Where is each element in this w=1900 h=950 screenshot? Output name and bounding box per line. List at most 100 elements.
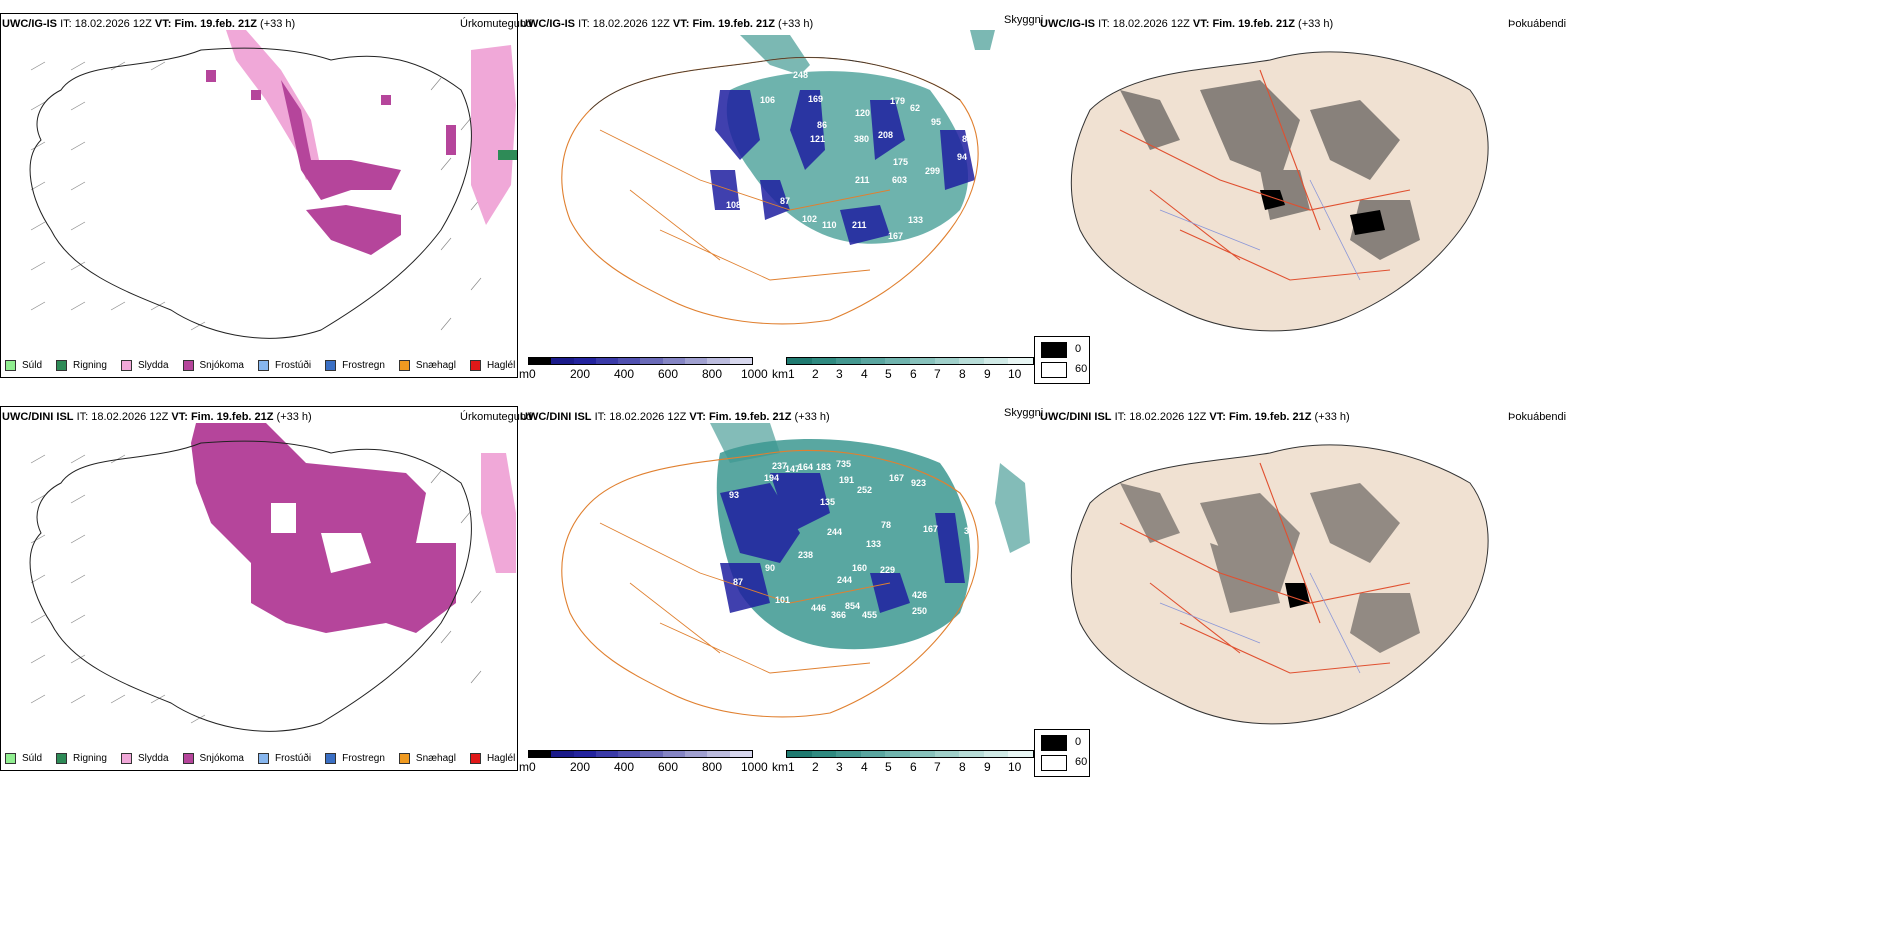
visibility-tick: 9	[984, 367, 991, 381]
cbar-cell	[685, 751, 708, 757]
ceiling-label: 175	[893, 157, 909, 167]
fog-legend-bottom: 0 60	[1034, 729, 1090, 777]
visibility-tick: 7	[934, 367, 941, 381]
fog-map-top	[1070, 51, 1489, 332]
legend-item: Slydda	[120, 753, 169, 764]
fog-swatch	[1041, 735, 1067, 751]
legend-swatch	[56, 753, 68, 764]
ceiling-label: 211	[852, 220, 867, 230]
legend-item: Rigning	[56, 360, 107, 371]
legend-item: Súld	[5, 753, 42, 764]
ceiling-tick: 1000	[741, 367, 768, 381]
ceiling-label: 93	[729, 490, 740, 500]
visibility-tick: 10	[1008, 760, 1022, 774]
visibility-tick: 5	[885, 367, 892, 381]
ceiling-label: 735	[836, 459, 852, 469]
fog-label: 60	[1075, 363, 1088, 375]
cbar-cell	[959, 358, 984, 364]
ceiling-tick: 0	[529, 760, 536, 774]
title-precip-top: Úrkomutegund	[460, 18, 533, 30]
ceiling-label: 108	[726, 200, 742, 210]
precip-map-bottom	[29, 423, 516, 732]
cbar-cell	[836, 358, 861, 364]
ceiling-label: 88	[962, 134, 973, 144]
ceiling-tick: 600	[658, 760, 679, 774]
ceiling-label: 164	[798, 462, 814, 472]
ceiling-tick: 400	[614, 760, 635, 774]
legend-item: Frostúði	[257, 360, 311, 371]
title-visibility-bottom: Skyggni	[1004, 407, 1044, 419]
cbar-cell	[983, 358, 1009, 364]
header-top-2: UWC/IG-IS IT: 18.02.2026 12Z VT: Fim. 19…	[520, 18, 814, 30]
header-top-1: UWC/IG-IS IT: 18.02.2026 12Z VT: Fim. 19…	[2, 18, 296, 30]
ceiling-label: 366	[831, 610, 847, 620]
visibility-map-top	[561, 30, 995, 325]
ceiling-label: 252	[857, 485, 873, 495]
cbar-cell	[787, 751, 812, 757]
ceiling-label: 110	[822, 220, 837, 230]
legend-item: Frostregn	[325, 360, 385, 371]
fog-label: 60	[1075, 756, 1088, 768]
ceiling-tick: 1000	[741, 760, 768, 774]
visibility-tick: 10	[1008, 367, 1022, 381]
cbar-cell	[595, 358, 619, 364]
cbar-cell	[551, 751, 574, 757]
header-bottom-2: UWC/DINI ISL IT: 18.02.2026 12Z VT: Fim.…	[520, 411, 830, 423]
legend-swatch	[325, 753, 337, 764]
visibility-tick: 1	[788, 760, 795, 774]
ceiling-label: 101	[775, 595, 791, 605]
ceiling-label: 121	[810, 134, 826, 144]
cbar-cell	[729, 751, 752, 757]
cbar-cell	[595, 751, 619, 757]
ceiling-label: 248	[793, 70, 809, 80]
visibility-tick: 6	[910, 760, 917, 774]
legend-item: Rigning	[56, 753, 107, 764]
visibility-tick: 3	[836, 367, 843, 381]
ceiling-label: 135	[820, 497, 836, 507]
visibility-tick: 9	[984, 760, 991, 774]
ceiling-label: 38	[964, 526, 975, 536]
ceiling-tick: 200	[570, 760, 591, 774]
ceiling-label: 426	[912, 590, 928, 600]
ceiling-label: 446	[811, 603, 827, 613]
fog-swatch	[1041, 362, 1067, 378]
ceiling-label: 854	[845, 601, 861, 611]
ceiling-label: 87	[780, 196, 791, 206]
legend-item: Snæhagl	[398, 360, 456, 371]
legend-swatch	[257, 360, 269, 371]
ceiling-labels-top: 248 106 169 120 179 62 95 86 380 121 208…	[700, 70, 1000, 270]
cbar-cell	[729, 358, 752, 364]
cbar-cell	[909, 751, 935, 757]
visibility-tick: 8	[959, 367, 966, 381]
visibility-colorbar-bottom	[786, 750, 1034, 758]
ceiling-label: 603	[892, 175, 908, 185]
precip-legend-bottom: Súld Rigning Slydda Snjókoma Frostúði Fr…	[5, 753, 529, 764]
cbar-cell	[662, 751, 686, 757]
cbar-cell	[885, 751, 910, 757]
ceiling-label: 191	[839, 475, 855, 485]
cbar-cell	[573, 751, 596, 757]
legend-item: Snjókoma	[182, 753, 244, 764]
ceiling-label: 133	[866, 539, 882, 549]
cbar-cell	[811, 358, 837, 364]
ceiling-label: 179	[890, 96, 906, 106]
visibility-tick: 4	[861, 367, 868, 381]
ceiling-label: 238	[798, 550, 814, 560]
title-fog-top: Þokuábendi	[1508, 18, 1567, 30]
ceiling-tick: 0	[529, 367, 536, 381]
ceiling-colorbar-bottom	[528, 750, 753, 758]
legend-item: Frostúði	[257, 753, 311, 764]
visibility-tick: 3	[836, 760, 843, 774]
precip-map-top	[29, 30, 517, 339]
ceiling-tick: 400	[614, 367, 635, 381]
ceiling-label: 244	[827, 527, 843, 537]
legend-swatch	[469, 753, 481, 764]
legend-item: Snjókoma	[182, 360, 244, 371]
visibility-map-bottom	[561, 423, 1030, 718]
ceiling-label: 167	[923, 524, 939, 534]
cbar-cell	[959, 751, 984, 757]
visibility-tick: 2	[812, 367, 819, 381]
ceiling-label: 147	[785, 464, 801, 474]
legend-swatch	[5, 753, 16, 764]
cbar-cell	[551, 358, 574, 364]
